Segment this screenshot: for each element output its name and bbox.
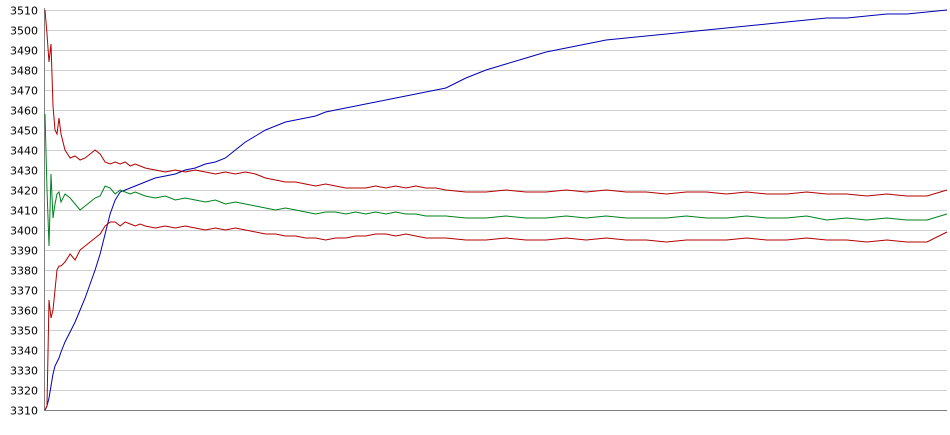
y-tick-label-3320: 3320: [10, 385, 38, 398]
series-lines: [44, 9, 948, 411]
y-tick-label-3330: 3330: [10, 365, 38, 378]
series-line-1: [44, 9, 948, 411]
series-line-3: [44, 113, 948, 247]
y-tick-label-3430: 3430: [10, 165, 38, 178]
y-axis-tick-labels: 3510 3500 3490 3480 3470 3460 3450 3440 3430 3420…: [10, 5, 38, 418]
y-tick-label-3400: 3400: [10, 225, 38, 238]
y-tick-label-3450: 3450: [10, 125, 38, 138]
y-tick-label-3510: 3510: [10, 5, 38, 18]
axes: [44, 8, 947, 411]
y-tick-label-3440: 3440: [10, 145, 38, 158]
y-tick-label-3460: 3460: [10, 105, 38, 118]
series-line-4: [44, 221, 948, 411]
y-tick-label-3370: 3370: [10, 285, 38, 298]
y-tick-label-3410: 3410: [10, 205, 38, 218]
y-tick-label-3470: 3470: [10, 85, 38, 98]
y-tick-label-3490: 3490: [10, 45, 38, 58]
series-line-2: [44, 9, 948, 197]
y-tick-label-3380: 3380: [10, 265, 38, 278]
y-tick-label-3310: 3310: [10, 405, 38, 418]
y-tick-label-3390: 3390: [10, 245, 38, 258]
y-tick-label-3340: 3340: [10, 345, 38, 358]
y-tick-label-3480: 3480: [10, 65, 38, 78]
y-tick-label-3360: 3360: [10, 305, 38, 318]
gridlines: [45, 10, 947, 411]
y-tick-label-3420: 3420: [10, 185, 38, 198]
y-tick-label-3500: 3500: [10, 25, 38, 38]
y-tick-label-3350: 3350: [10, 325, 38, 338]
